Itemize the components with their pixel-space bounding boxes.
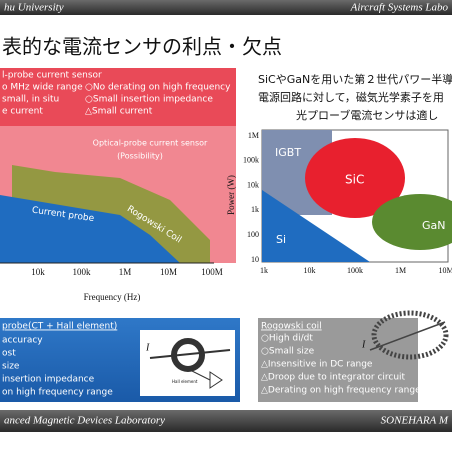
header-right: Aircraft Systems Labo	[350, 2, 449, 14]
y-tick-label: 100	[247, 230, 259, 239]
box-title: Rogowski coil	[261, 322, 322, 332]
box-item: ○Small size	[261, 347, 315, 357]
box-item: small, in situ	[2, 95, 59, 105]
slide-title: 表的な電流センサの利点・欠点	[2, 35, 282, 59]
box-item: insertion impedance	[2, 375, 95, 385]
region-label: IGBT	[275, 146, 301, 159]
optical-box	[0, 68, 236, 126]
header-bar	[0, 0, 452, 15]
si-region	[262, 190, 370, 262]
coil-diagram	[369, 310, 449, 360]
region-label: Optical-probe current sensor	[93, 139, 208, 148]
x-axis-label: Frequency (Hz)	[84, 292, 141, 302]
box-item: △Insensitive in DC range	[261, 360, 373, 370]
x-tick-label: 10M	[438, 266, 452, 275]
y-tick-label: 100k	[243, 156, 259, 165]
box-item: ○Small insertion impedance	[85, 95, 213, 105]
region-label: Si	[276, 233, 286, 246]
ct-diagram	[140, 330, 235, 396]
header-left: hu University	[4, 2, 64, 14]
y-tick-label: 10k	[247, 180, 259, 189]
footer-left: anced Magnetic Devices Laboratory	[4, 415, 165, 427]
box-item: on high frequency range	[2, 388, 113, 398]
y-tick-label: 10	[251, 255, 259, 264]
y-axis-label: Power (W)	[226, 175, 236, 215]
box-item: e current	[2, 107, 43, 117]
footer-bar	[0, 410, 452, 432]
diagram-label: I	[361, 339, 366, 350]
x-tick-label: 1k	[260, 266, 268, 275]
x-tick-label: 1M	[119, 267, 132, 277]
diagram-label: Hall element	[172, 379, 198, 384]
sic-region	[305, 138, 405, 218]
box-item: △Droop due to integrator circuit	[261, 373, 406, 383]
x-tick-label: 100k	[347, 266, 363, 275]
x-tick-label: 100k	[73, 267, 92, 277]
rogowski-box	[258, 318, 418, 402]
x-tick-label: 10k	[31, 267, 45, 277]
box-item: ○No derating on high frequency	[85, 83, 231, 93]
x-tick-label: 100M	[201, 267, 223, 277]
text-line: 光プローブ電流センサは適し	[296, 108, 438, 122]
box-item: accuracy	[2, 336, 43, 346]
box-item: ost	[2, 349, 16, 359]
x-tick-label: 10M	[160, 267, 177, 277]
box-item: △Derating on high frequency range	[261, 386, 421, 396]
x-tick-label: 10k	[304, 266, 316, 275]
probe-region	[0, 195, 180, 263]
y-tick-label: 1M	[248, 131, 259, 140]
diagram-label: I	[145, 342, 150, 353]
region-label: GaN	[422, 219, 446, 232]
box-title: probe(CT + Hall element)	[2, 322, 117, 332]
footer-right: SONEHARA M	[381, 415, 449, 427]
region-label: SiC	[345, 173, 364, 187]
region-label: (Possibility)	[117, 152, 163, 161]
box-item: ○High di/dt	[261, 334, 313, 344]
x-tick-label: 1M	[395, 266, 406, 275]
box-item: o MHz wide range	[2, 83, 83, 93]
text-line: 電源回路に対して，磁気光学素子を用	[258, 90, 444, 104]
box-item: △Small current	[85, 107, 153, 117]
gan-region	[372, 194, 452, 250]
box-title: l-probe current sensor	[2, 71, 102, 81]
y-tick-label: 1k	[251, 205, 259, 214]
box-item: size	[2, 362, 20, 372]
text-line: SiCやGaNを用いた第２世代パワー半導	[258, 72, 452, 86]
